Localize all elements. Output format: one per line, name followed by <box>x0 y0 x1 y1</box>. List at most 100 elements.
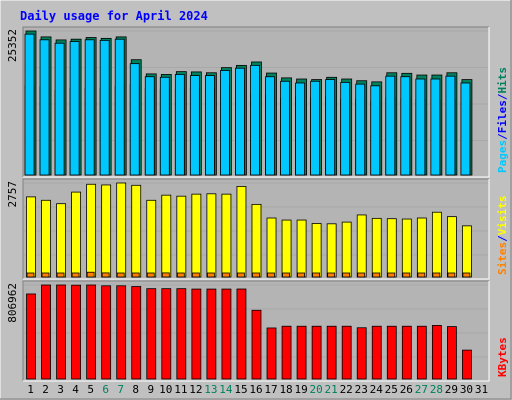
bar-sites-day-17 <box>267 272 275 278</box>
bar-pages-day-4 <box>69 41 80 176</box>
x-tick-label-24: 24 <box>370 383 384 396</box>
bar-pages-day-1 <box>24 33 35 176</box>
bar-visits-day-18 <box>281 219 292 278</box>
x-tick-label-2: 2 <box>42 383 49 396</box>
bar-kbytes-day-28 <box>431 325 442 380</box>
bar-kbytes-day-3 <box>56 284 66 380</box>
plot-bevel-light <box>23 179 490 280</box>
bar-pages-day-5 <box>84 39 95 176</box>
bar-kbytes-day-2 <box>41 284 51 380</box>
bar-pages-day-18 <box>280 80 290 176</box>
legend-item-hits: Hits <box>496 67 509 94</box>
bar-sites-day-8 <box>131 272 140 278</box>
legend-middle: Sites/Visits <box>496 196 509 276</box>
bar-sites-day-21 <box>327 272 336 278</box>
bar-sites-day-9 <box>146 272 155 278</box>
bar-kbytes-day-21 <box>326 325 337 380</box>
bar-pages-day-26 <box>400 76 411 176</box>
bar-sites-day-5 <box>86 271 95 278</box>
bar-sites-day-23 <box>357 272 366 278</box>
x-tick-label-4: 4 <box>72 383 79 396</box>
bar-visits-day-1 <box>26 196 36 278</box>
x-tick-label-26: 26 <box>400 383 413 396</box>
x-tick-label-18: 18 <box>279 383 292 396</box>
bar-kbytes-day-11 <box>176 288 187 380</box>
bar-kbytes-day-4 <box>71 284 81 380</box>
x-tick-label-17: 17 <box>264 383 277 396</box>
bar-pages-day-22 <box>340 82 351 176</box>
x-tick-label-7: 7 <box>117 383 124 396</box>
bar-visits-day-9 <box>146 199 157 278</box>
x-tick-label-29: 29 <box>445 383 458 396</box>
bar-visits-day-28 <box>431 211 442 278</box>
plot-bevel-dark <box>22 26 489 177</box>
bar-pages-day-16 <box>250 64 260 176</box>
bar-sites-day-11 <box>176 272 185 278</box>
bar-pages-day-15 <box>235 67 245 176</box>
bar-pages-day-30 <box>460 82 471 176</box>
bar-kbytes-day-6 <box>101 285 112 380</box>
bar-visits-day-13 <box>206 193 217 278</box>
bar-pages-day-8 <box>129 63 140 176</box>
x-tick-label-1: 1 <box>27 383 34 396</box>
legend-separator: / <box>496 93 509 100</box>
bar-visits-day-14 <box>221 193 232 278</box>
bar-kbytes-day-14 <box>221 288 232 380</box>
bar-pages-day-21 <box>325 79 336 176</box>
x-tick-label-20: 20 <box>310 383 323 396</box>
bar-visits-day-20 <box>311 223 322 278</box>
bar-pages-day-12 <box>189 75 200 176</box>
bar-visits-day-25 <box>386 218 397 278</box>
bar-visits-day-12 <box>191 193 202 278</box>
bar-sites-day-7 <box>116 272 125 278</box>
x-tick-label-16: 16 <box>249 383 262 396</box>
bar-sites-day-4 <box>71 272 80 278</box>
chart-panels: 25352Pages/Files/Hits2757Sites/Visits806… <box>6 26 509 382</box>
x-tick-label-27: 27 <box>415 383 428 396</box>
plot-bevel-light <box>23 281 490 382</box>
plot-bevel-dark <box>22 280 489 381</box>
bar-kbytes-day-22 <box>341 325 352 380</box>
x-tick-label-13: 13 <box>204 383 217 396</box>
bar-sites-day-25 <box>387 272 396 278</box>
bar-visits-day-22 <box>341 221 352 278</box>
bar-visits-day-19 <box>296 219 307 278</box>
bar-sites-day-30 <box>462 272 471 278</box>
bar-pages-day-13 <box>204 75 215 176</box>
x-tick-label-19: 19 <box>294 383 307 396</box>
x-tick-label-10: 10 <box>159 383 172 396</box>
bar-visits-day-21 <box>326 223 337 278</box>
bar-kbytes-day-29 <box>447 326 457 380</box>
x-tick-label-8: 8 <box>132 383 139 396</box>
x-tick-label-5: 5 <box>87 383 94 396</box>
bar-sites-day-18 <box>282 272 290 278</box>
bar-kbytes-day-25 <box>386 325 397 380</box>
x-tick-label-21: 21 <box>325 383 338 396</box>
series-pages <box>24 33 471 176</box>
bar-pages-day-20 <box>310 80 321 176</box>
bar-pages-day-27 <box>415 78 426 176</box>
legend-item-pages: Pages <box>496 140 509 173</box>
bar-pages-day-10 <box>159 76 170 176</box>
x-tick-label-15: 15 <box>234 383 247 396</box>
bar-sites-day-13 <box>206 272 215 278</box>
bar-pages-day-9 <box>144 76 155 176</box>
x-tick-label-25: 25 <box>385 383 398 396</box>
bar-kbytes-day-10 <box>161 288 172 380</box>
bar-visits-day-5 <box>86 183 97 278</box>
bar-sites-day-20 <box>312 272 321 278</box>
bar-visits-day-15 <box>236 186 247 278</box>
bar-kbytes-day-17 <box>266 327 277 380</box>
bar-visits-day-8 <box>131 184 142 278</box>
bar-kbytes-day-19 <box>296 325 307 380</box>
bar-sites-day-27 <box>417 272 426 278</box>
max-label-top: 25352 <box>6 29 19 62</box>
bar-visits-day-3 <box>56 203 66 278</box>
chart-title: Daily usage for April 2024 <box>20 9 208 23</box>
bar-kbytes-day-20 <box>311 325 322 380</box>
bar-pages-day-17 <box>265 76 275 176</box>
bar-pages-day-28 <box>430 78 441 176</box>
